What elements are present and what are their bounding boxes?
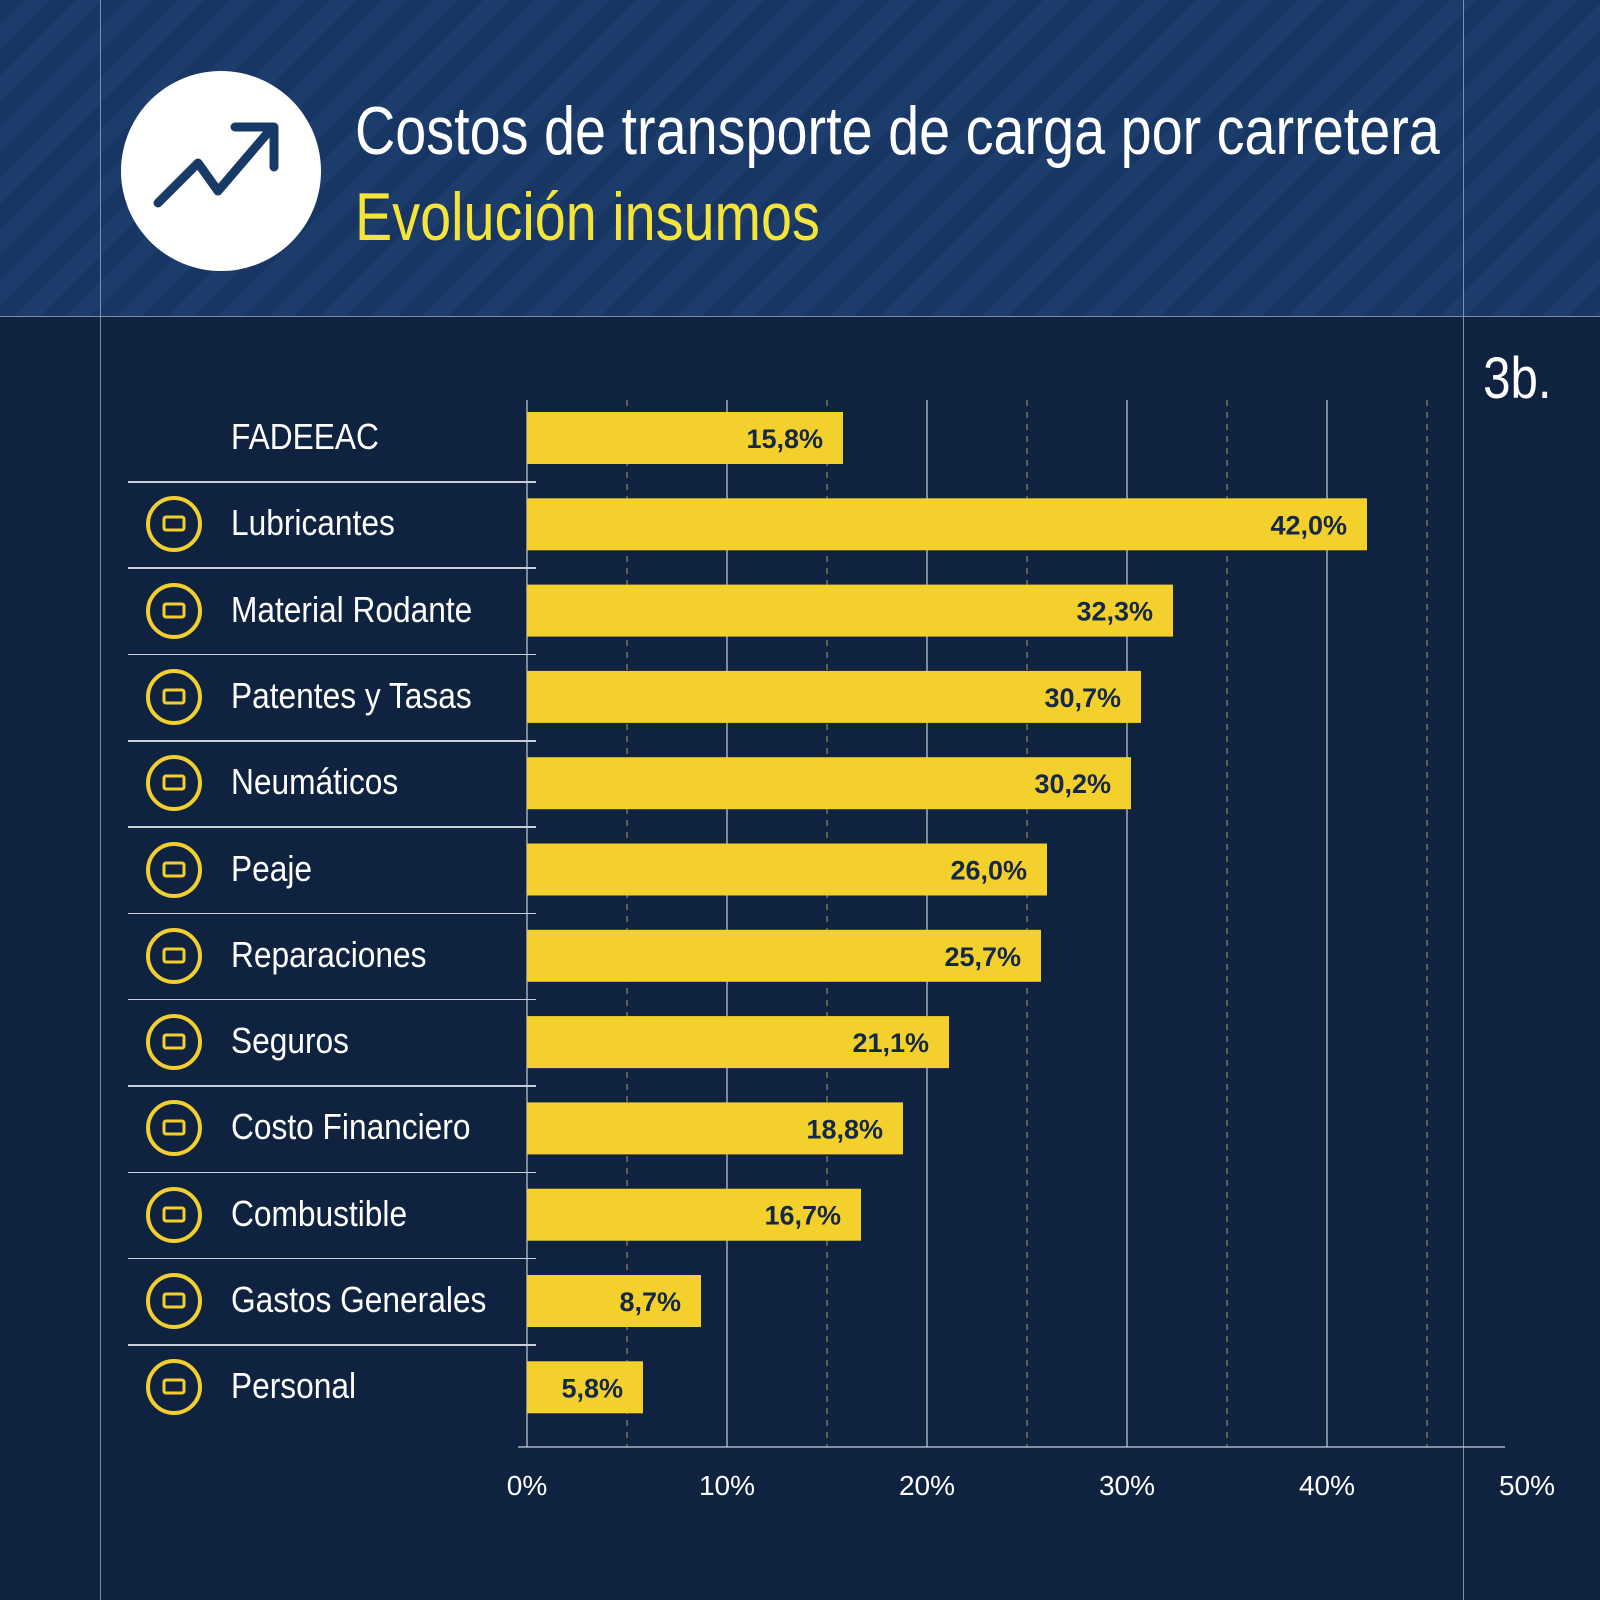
page-subtitle: Evolución insumos — [355, 179, 820, 255]
category-label: FADEEAC — [231, 416, 379, 457]
row-divider — [128, 740, 536, 742]
data-label: 42,0% — [1270, 510, 1347, 540]
category-label: Neumáticos — [231, 761, 399, 803]
bar — [527, 1361, 643, 1414]
x-tick-label: 30% — [1098, 1470, 1156, 1501]
data-label: 26,0% — [950, 856, 1027, 886]
trending-up-icon — [121, 71, 321, 271]
category-label: Personal — [231, 1365, 357, 1407]
row-divider — [128, 481, 536, 483]
data-label: 16,7% — [764, 1201, 841, 1231]
banknote-icon — [146, 1273, 202, 1329]
data-label: 21,1% — [852, 1028, 929, 1058]
category-label: Patentes y Tasas — [231, 674, 472, 716]
tire-icon — [146, 755, 202, 812]
oil-can-icon — [146, 496, 202, 553]
fuel-pump-icon — [146, 1186, 202, 1243]
row-divider — [128, 1344, 536, 1346]
row-divider — [128, 998, 536, 1001]
row-divider — [128, 1171, 536, 1174]
truck-icon — [146, 1359, 202, 1416]
row-divider — [128, 1085, 536, 1087]
guide-line — [100, 0, 101, 1600]
dollar-icon — [146, 1100, 202, 1157]
category-label: Seguros — [231, 1020, 350, 1062]
bar — [527, 843, 1047, 896]
bar — [527, 670, 1141, 723]
x-tick-label: 50% — [1498, 1470, 1556, 1501]
x-tick-label: 40% — [1298, 1470, 1356, 1501]
row-divider — [128, 912, 536, 915]
x-tick-label: 20% — [898, 1470, 956, 1501]
row-divider — [128, 826, 536, 828]
bar — [527, 584, 1173, 637]
truck-icon — [146, 582, 202, 639]
category-label: Lubricantes — [231, 502, 395, 544]
bar — [527, 1016, 949, 1069]
page-title: Costos de transporte de carga por carret… — [355, 93, 1440, 169]
header-divider — [0, 316, 1600, 317]
data-label: 32,3% — [1076, 597, 1153, 627]
category-label: Peaje — [231, 847, 313, 889]
category-label: Combustible — [231, 1192, 408, 1234]
row-divider — [128, 1257, 536, 1260]
data-label: 30,2% — [1034, 769, 1111, 799]
data-label: 30,7% — [1044, 683, 1121, 713]
wrench-icon — [146, 927, 202, 984]
data-label: 5,8% — [561, 1373, 623, 1403]
bar — [527, 929, 1041, 982]
data-label: 8,7% — [619, 1287, 681, 1317]
bar — [527, 498, 1367, 551]
row-divider — [128, 567, 536, 569]
data-label: 25,7% — [944, 942, 1021, 972]
bar — [527, 757, 1131, 810]
category-label: Material Rodante — [231, 588, 473, 630]
x-tick-label: 0% — [506, 1470, 548, 1501]
toll-icon — [146, 841, 202, 898]
bar — [527, 1188, 861, 1241]
guide-line — [1463, 0, 1464, 1600]
row-divider — [128, 653, 536, 656]
category-label: Reparaciones — [231, 933, 427, 975]
data-label: 15,8% — [746, 424, 823, 454]
bar — [527, 412, 843, 464]
bar — [527, 1102, 903, 1155]
data-label: 18,8% — [806, 1114, 883, 1144]
section-tag: 3b. — [1483, 346, 1552, 411]
category-label: Gastos Generales — [231, 1279, 487, 1320]
license-plate-icon — [146, 668, 202, 725]
x-tick-label: 10% — [698, 1470, 756, 1501]
bar — [527, 1275, 701, 1327]
category-label: Costo Financiero — [231, 1106, 471, 1148]
lock-icon — [146, 1014, 202, 1071]
